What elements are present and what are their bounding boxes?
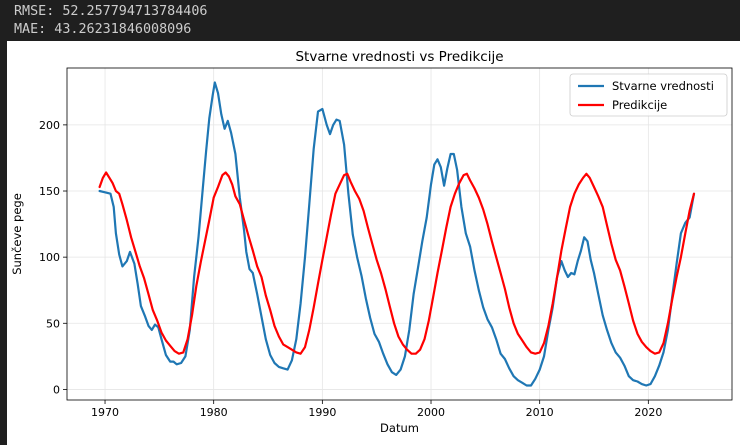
y-axis-label: Sunčeve pege (10, 193, 24, 275)
series-group (98, 81, 696, 387)
y-tick-label: 50 (46, 317, 60, 330)
legend: Stvarne vrednosti Predikcije (569, 73, 728, 117)
grid-lines (67, 68, 732, 400)
legend-label: Predikcije (612, 98, 667, 112)
series-line-2 (98, 171, 696, 355)
x-tick-label: 1980 (200, 406, 228, 419)
x-tick-label: 2020 (634, 406, 662, 419)
y-tick-label: 0 (53, 383, 60, 396)
x-tick-label: 2000 (417, 406, 445, 419)
x-tick-label: 1970 (91, 406, 119, 419)
mae-text: MAE: 43.26231846008096 (14, 22, 192, 37)
x-tick-label: 1990 (308, 406, 336, 419)
chart-title: Stvarne vrednosti vs Predikcije (295, 49, 503, 65)
x-axis-ticks: 1970 1980 1990 2000 2010 2020 (91, 400, 662, 419)
y-tick-label: 150 (39, 185, 60, 198)
axes-frame (66, 67, 733, 401)
line-chart: Stvarne vrednosti vs Predikcije 1970 1980… (10, 49, 733, 435)
y-tick-label: 100 (39, 251, 60, 264)
legend-box (569, 73, 728, 117)
y-axis-ticks: 0 50 100 150 200 (39, 119, 67, 396)
legend-label: Stvarne vrednosti (612, 79, 714, 93)
x-tick-label: 2010 (526, 406, 554, 419)
series-line-1 (98, 81, 696, 387)
y-tick-label: 200 (39, 119, 60, 132)
console-output: RMSE: 52.257794713784406 MAE: 43.26231846… (14, 3, 207, 39)
figure-canvas: Stvarne vrednosti vs Predikcije 1970 1980… (7, 41, 740, 445)
x-axis-label: Datum (380, 421, 419, 435)
rmse-text: RMSE: 52.257794713784406 (14, 4, 208, 19)
